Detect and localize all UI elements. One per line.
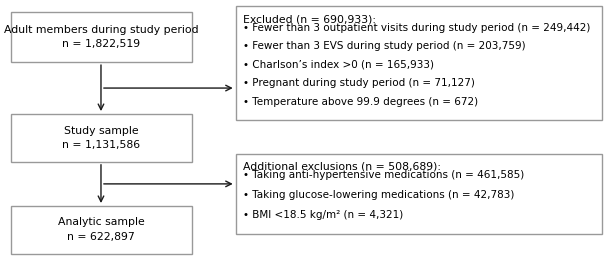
Text: • BMI <18.5 kg/m² (n = 4,321): • BMI <18.5 kg/m² (n = 4,321) <box>243 210 403 220</box>
FancyBboxPatch shape <box>11 206 192 254</box>
Text: • Charlson’s index >0 (n = 165,933): • Charlson’s index >0 (n = 165,933) <box>243 60 434 70</box>
Text: • Temperature above 99.9 degrees (n = 672): • Temperature above 99.9 degrees (n = 67… <box>243 97 478 107</box>
Text: Additional exclusions (n = 508,689):: Additional exclusions (n = 508,689): <box>243 162 441 172</box>
Text: Excluded (n = 690,933):: Excluded (n = 690,933): <box>243 14 376 24</box>
FancyBboxPatch shape <box>236 6 602 120</box>
Text: • Taking anti-hypertensive medications (n = 461,585): • Taking anti-hypertensive medications (… <box>243 170 524 180</box>
FancyBboxPatch shape <box>236 154 602 234</box>
Text: • Taking glucose-lowering medications (n = 42,783): • Taking glucose-lowering medications (n… <box>243 190 514 200</box>
Text: • Pregnant during study period (n = 71,127): • Pregnant during study period (n = 71,1… <box>243 78 475 88</box>
FancyBboxPatch shape <box>11 12 192 62</box>
FancyBboxPatch shape <box>11 114 192 162</box>
Text: Adult members during study period
n = 1,822,519: Adult members during study period n = 1,… <box>4 25 199 49</box>
Text: • Fewer than 3 EVS during study period (n = 203,759): • Fewer than 3 EVS during study period (… <box>243 41 526 51</box>
Text: • Fewer than 3 outpatient visits during study period (n = 249,442): • Fewer than 3 outpatient visits during … <box>243 23 591 33</box>
Text: Analytic sample
n = 622,897: Analytic sample n = 622,897 <box>58 218 144 242</box>
Text: Study sample
n = 1,131,586: Study sample n = 1,131,586 <box>62 126 140 150</box>
